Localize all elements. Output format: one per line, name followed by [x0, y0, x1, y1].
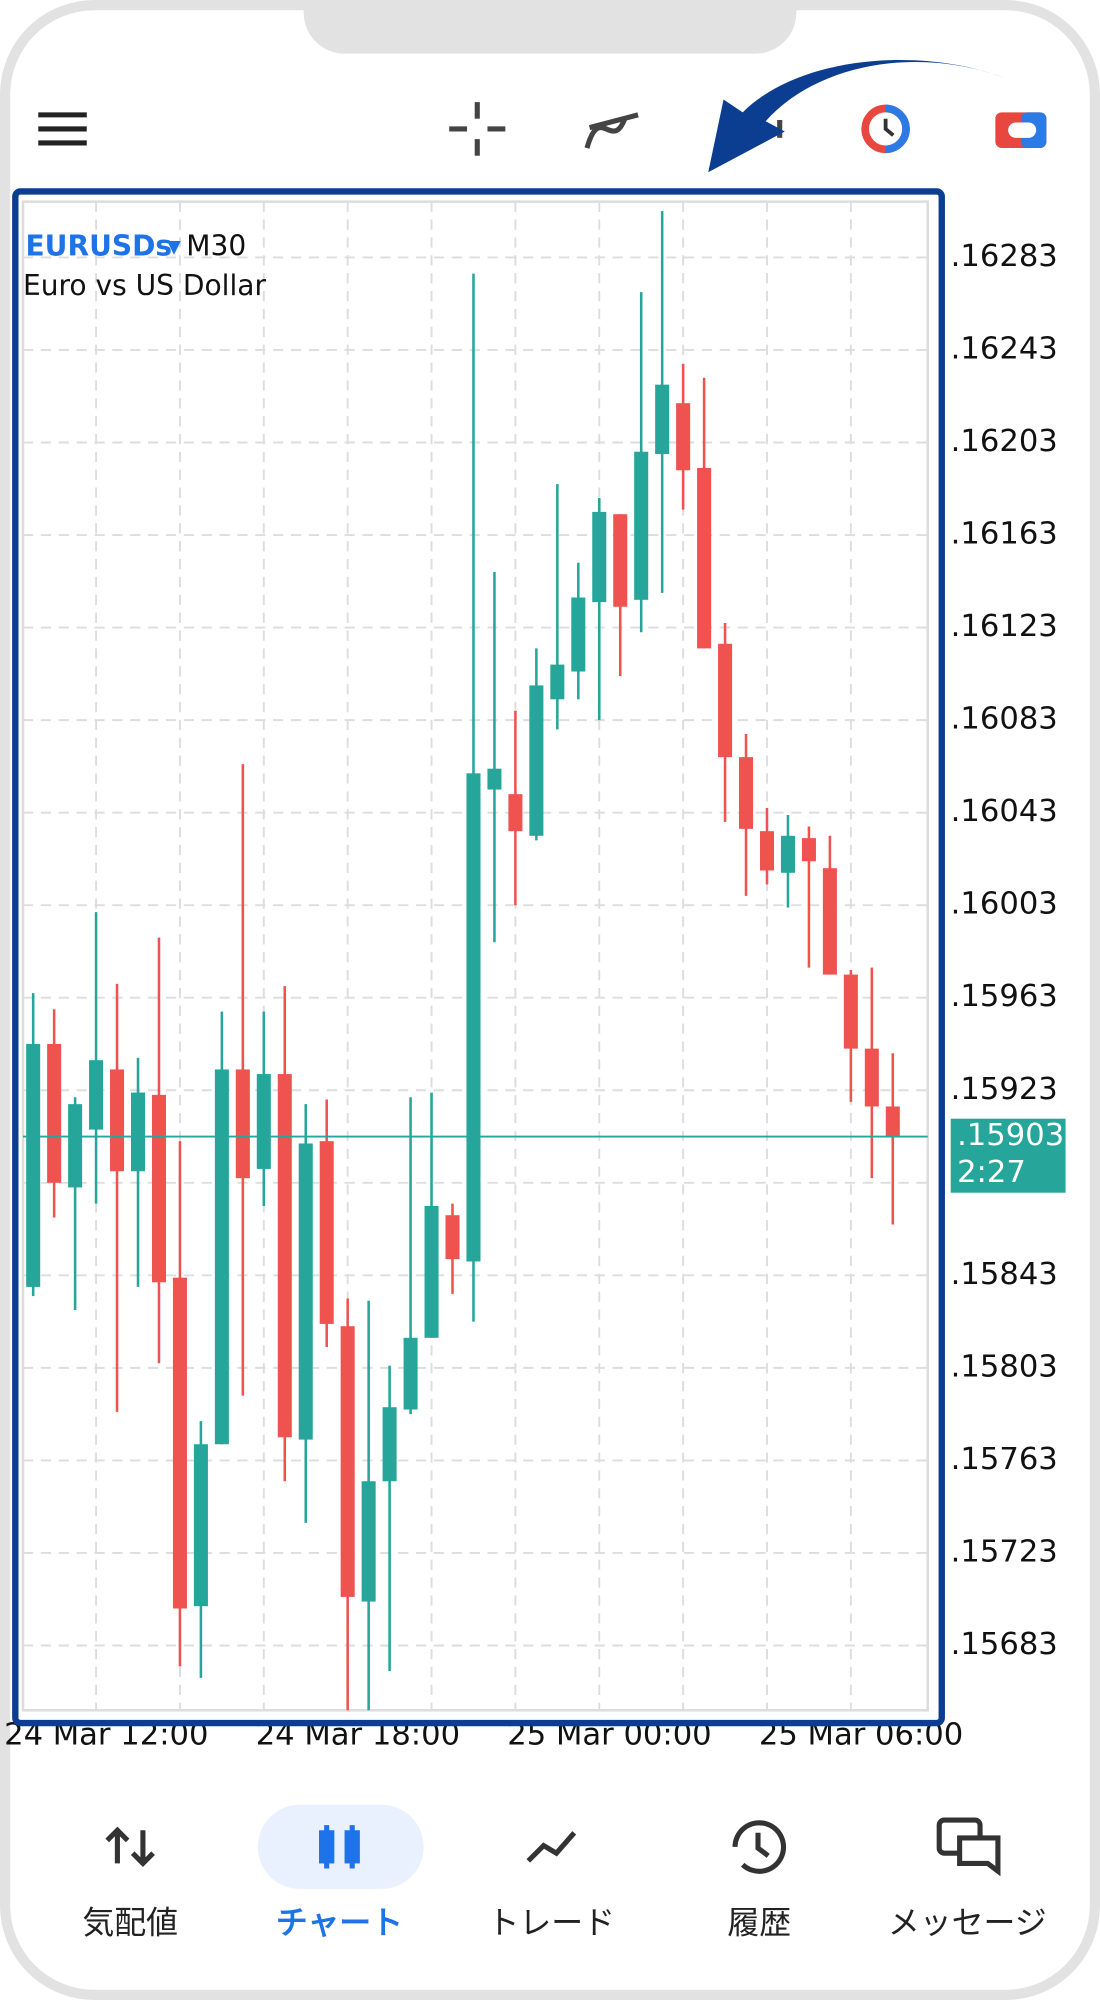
countdown: 2:27 [957, 1155, 1026, 1190]
candle-body [759, 831, 775, 871]
candle-body [508, 794, 523, 832]
candle-body [571, 597, 586, 672]
plot: .16283 .16243 .16203 .16163 .16123 .16083 .160… [4, 200, 1058, 1752]
history-icon[interactable] [732, 1820, 787, 1874]
nav-label[interactable]: 履歴 [727, 1904, 791, 1942]
candle-body [235, 1069, 250, 1179]
candle-body [89, 1060, 104, 1130]
y-tick-label: .16083 [951, 702, 1058, 737]
candle-body [110, 1069, 125, 1172]
menu-icon[interactable] [38, 112, 87, 146]
candle-body [47, 1043, 62, 1183]
candle-body [613, 514, 628, 607]
candle-body [885, 1106, 900, 1137]
candle-body [340, 1326, 355, 1597]
symbol-description: Euro vs US Dollar [23, 269, 266, 302]
candle-body [822, 868, 837, 975]
y-tick-label: .16283 [951, 239, 1058, 274]
candle-body [172, 1277, 187, 1609]
y-tick-label: .16163 [951, 517, 1058, 552]
candle-body [801, 838, 816, 862]
nav-label[interactable]: チャート [276, 1904, 403, 1942]
candle-body [550, 664, 565, 700]
candle-body [487, 768, 502, 790]
candle-body [697, 467, 712, 649]
symbol[interactable]: EURUSDs [26, 230, 173, 263]
candle-body [424, 1205, 439, 1338]
y-tick-label: .16003 [951, 887, 1058, 922]
current-price-label: .15903 [957, 1118, 1064, 1153]
timeframe: M30 [186, 230, 246, 263]
candle-body [843, 974, 858, 1049]
y-tick-label: .15963 [951, 979, 1058, 1014]
candle-body [634, 451, 649, 600]
nav-label[interactable]: メッセージ [888, 1904, 1047, 1942]
candle-body [445, 1215, 460, 1260]
candle-body [466, 773, 481, 1262]
y-tick-label: .16123 [951, 609, 1058, 644]
candle-body [382, 1407, 397, 1482]
quotes-icon[interactable] [105, 1826, 155, 1868]
candle-body [676, 403, 691, 471]
candle-body [739, 757, 754, 829]
candle-body [403, 1337, 418, 1410]
y-tick-label: .15723 [951, 1534, 1058, 1569]
y-tick-label: .15763 [951, 1442, 1058, 1477]
candle-body [655, 384, 670, 455]
candle-body [151, 1094, 166, 1283]
y-tick-label: .15923 [951, 1072, 1058, 1107]
candle-body [256, 1074, 271, 1169]
candle-body [298, 1143, 313, 1440]
chart-icon[interactable] [319, 1825, 360, 1869]
candle-body [277, 1074, 292, 1438]
trade-icon[interactable] [995, 112, 1047, 149]
candle-body [718, 643, 733, 758]
candle-body [130, 1092, 146, 1172]
current-price-box [950, 1118, 1066, 1193]
dropdown-caret[interactable]: ▼ [167, 237, 181, 258]
candle-body [780, 835, 795, 873]
nav-label[interactable]: トレード [488, 1904, 616, 1942]
messages-icon[interactable] [936, 1817, 1001, 1877]
timeframe-icon[interactable] [861, 104, 910, 154]
nav-highlight [257, 1804, 424, 1889]
y-tick-label: .15683 [951, 1627, 1058, 1662]
indicator-icon[interactable] [584, 112, 639, 149]
trade-nav-icon[interactable] [526, 1831, 577, 1863]
candle-body [319, 1141, 334, 1324]
y-tick-label: .16203 [951, 424, 1058, 459]
y-tick-label: .15843 [951, 1257, 1058, 1292]
bottom-nav [105, 1804, 1001, 1889]
candle-body [26, 1043, 41, 1287]
nav-label[interactable]: 気配値 [82, 1904, 178, 1942]
y-tick-label: .16043 [951, 794, 1058, 829]
notch [303, 0, 797, 54]
candle-body [361, 1481, 376, 1602]
candle-body [592, 511, 607, 603]
y-tick-label: .15803 [951, 1349, 1058, 1384]
candle-body [864, 1048, 879, 1107]
crosshair-icon[interactable] [449, 102, 506, 156]
candle-body [193, 1444, 208, 1607]
y-tick-label: .16243 [951, 331, 1058, 366]
highlight-frame [12, 188, 945, 1727]
candle-body [68, 1104, 83, 1188]
candle-body [529, 685, 544, 836]
candle-body [214, 1069, 229, 1445]
arrow [708, 60, 1009, 173]
